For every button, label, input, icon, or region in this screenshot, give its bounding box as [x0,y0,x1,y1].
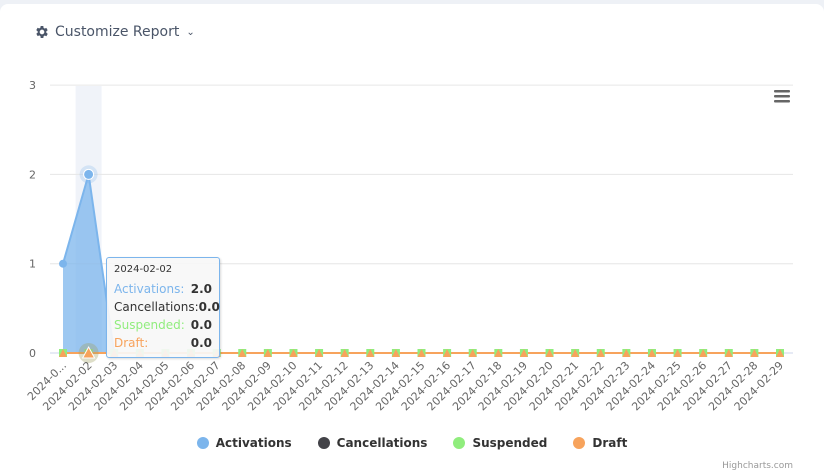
tooltip-row-suspended: Suspended: 0.0 [114,318,212,332]
svg-text:0: 0 [29,347,36,360]
tooltip-row-cancellations: Cancellations: 0.0 [114,300,220,314]
chart-tooltip: 2024-02-02 Activations: 2.0 Cancellations… [106,257,220,358]
tooltip-row-draft: Draft: 0.0 [114,336,212,350]
legend-item-activations[interactable]: Activations [196,436,292,450]
legend-marker-icon [196,437,209,449]
hamburger-menu-icon[interactable] [772,88,792,104]
svg-text:3: 3 [29,79,36,92]
chevron-down-icon: ⌄ [186,26,195,38]
legend-item-cancellations[interactable]: Cancellations [317,436,427,450]
gear-icon [36,26,48,38]
svg-text:1: 1 [29,258,36,271]
customize-report-button[interactable]: Customize Report ⌄ [34,24,195,40]
legend-item-suspended[interactable]: Suspended [453,436,547,450]
chart-legend: Activations Cancellations Suspended Draf… [0,436,824,450]
svg-text:2: 2 [29,168,36,181]
legend-item-draft[interactable]: Draft [573,436,627,450]
customize-report-label: Customize Report [55,24,180,40]
legend-marker-icon [453,437,466,449]
legend-marker-icon [573,437,586,449]
report-card [0,4,824,475]
tooltip-row-activations: Activations: 2.0 [114,282,212,296]
highcharts-credits-link[interactable]: Highcharts.com [722,461,793,471]
legend-marker-icon [317,437,330,449]
tooltip-date: 2024-02-02 [114,264,173,275]
